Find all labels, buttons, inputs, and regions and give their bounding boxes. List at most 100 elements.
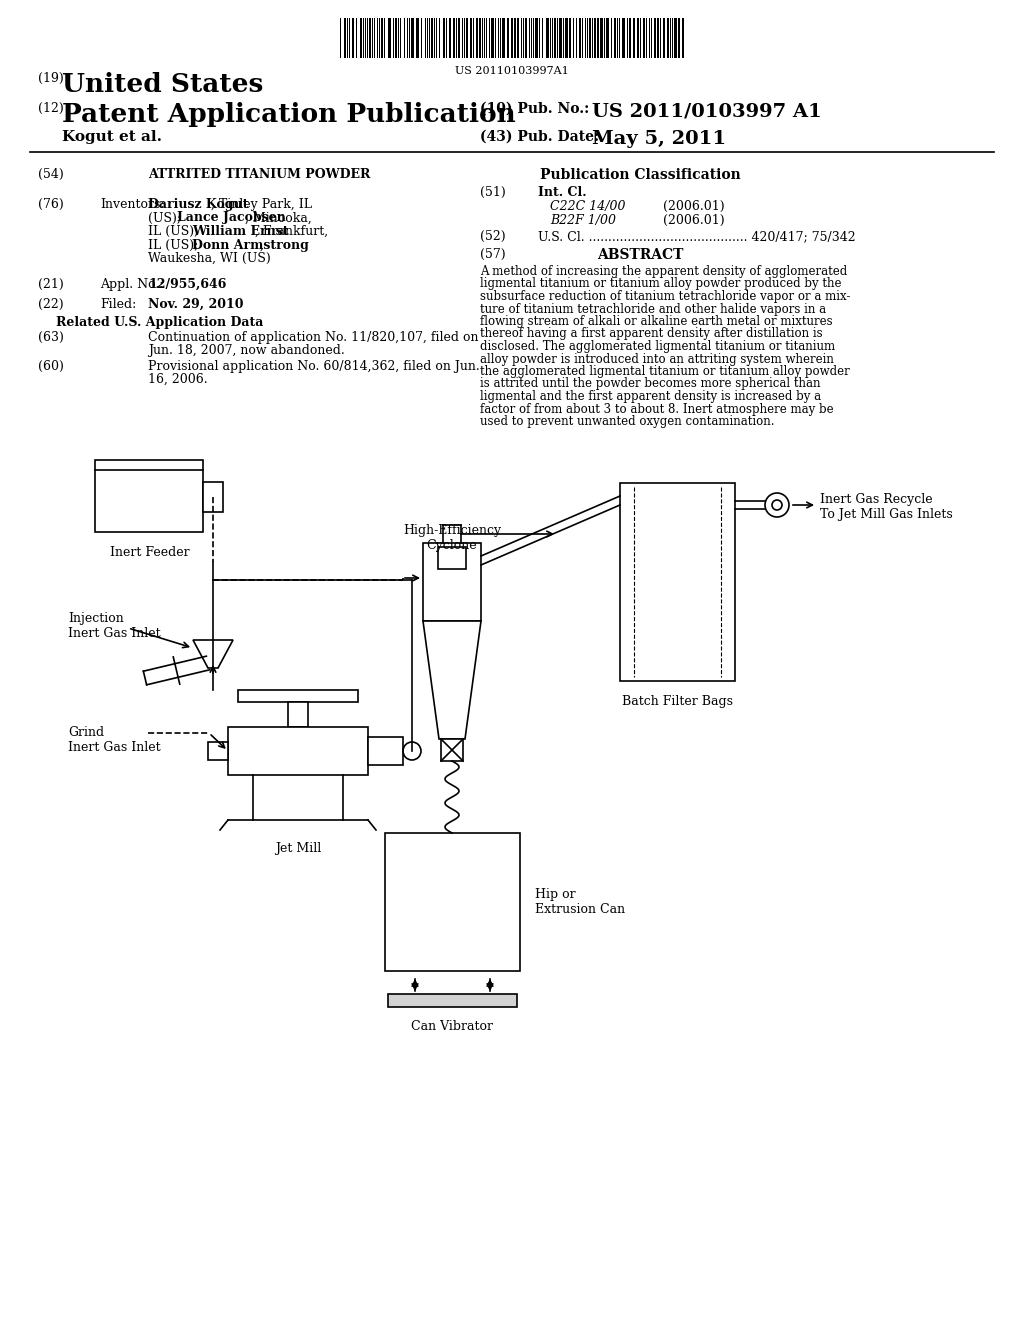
Text: factor of from about 3 to about 8. Inert atmosphere may be: factor of from about 3 to about 8. Inert…: [480, 403, 834, 416]
Bar: [663, 18, 665, 58]
Text: Filed:: Filed:: [100, 298, 136, 312]
Bar: [288, 702, 308, 727]
Bar: [633, 18, 635, 58]
Bar: [388, 18, 391, 58]
Bar: [369, 18, 371, 58]
Bar: [643, 18, 645, 58]
Bar: [344, 18, 346, 58]
Bar: [657, 18, 659, 58]
Bar: [559, 18, 562, 58]
Polygon shape: [193, 640, 233, 668]
Bar: [438, 546, 466, 569]
Text: (60): (60): [38, 360, 63, 374]
Text: Donn Armstrong: Donn Armstrong: [191, 239, 308, 252]
Bar: [228, 727, 368, 775]
Bar: [511, 18, 513, 58]
Bar: [525, 18, 527, 58]
Bar: [569, 18, 571, 58]
Bar: [490, 18, 494, 58]
Text: is attrited until the powder becomes more spherical than: is attrited until the powder becomes mor…: [480, 378, 820, 391]
Text: Lance Jacobsen: Lance Jacobsen: [177, 211, 286, 224]
Bar: [238, 690, 358, 702]
Text: May 5, 2011: May 5, 2011: [592, 129, 726, 148]
Text: (51): (51): [480, 186, 506, 199]
Bar: [388, 994, 517, 1007]
Bar: [629, 18, 631, 58]
Bar: [554, 18, 556, 58]
Bar: [368, 737, 403, 766]
Bar: [411, 18, 414, 58]
Bar: [203, 482, 223, 512]
Text: , Frankfurt,: , Frankfurt,: [255, 224, 328, 238]
Text: Int. Cl.: Int. Cl.: [538, 186, 587, 199]
Bar: [208, 742, 228, 760]
Text: (21): (21): [38, 279, 63, 290]
Text: (57): (57): [480, 248, 506, 261]
Text: United States: United States: [62, 73, 263, 96]
Text: ture of titanium tetrachloride and other halide vapors in a: ture of titanium tetrachloride and other…: [480, 302, 826, 315]
Text: Related U.S. Application Data: Related U.S. Application Data: [56, 315, 264, 329]
Bar: [466, 18, 468, 58]
Bar: [507, 18, 509, 58]
Bar: [579, 18, 581, 58]
Bar: [458, 18, 460, 58]
Text: Publication Classification: Publication Classification: [540, 168, 740, 182]
Bar: [589, 18, 591, 58]
Bar: [600, 18, 603, 58]
Bar: [502, 18, 505, 58]
Bar: [360, 18, 362, 58]
Text: Hip or
Extrusion Can: Hip or Extrusion Can: [535, 888, 625, 916]
Text: alloy powder is introduced into an attriting system wherein: alloy powder is introduced into an attri…: [480, 352, 834, 366]
Bar: [620, 483, 735, 681]
Text: IL (US);: IL (US);: [148, 224, 203, 238]
Text: Kogut et al.: Kogut et al.: [62, 129, 162, 144]
Text: ABSTRACT: ABSTRACT: [597, 248, 683, 261]
Bar: [470, 18, 472, 58]
Text: (2006.01): (2006.01): [663, 214, 725, 227]
Bar: [443, 18, 445, 58]
Text: the agglomerated ligmental titanium or titanium alloy powder: the agglomerated ligmental titanium or t…: [480, 366, 850, 378]
Text: (52): (52): [480, 230, 506, 243]
Bar: [546, 18, 549, 58]
Bar: [476, 18, 478, 58]
Text: US 20110103997A1: US 20110103997A1: [455, 66, 569, 77]
Bar: [678, 18, 680, 58]
Text: Continuation of application No. 11/820,107, filed on: Continuation of application No. 11/820,1…: [148, 331, 478, 345]
Text: Jun. 18, 2007, now abandoned.: Jun. 18, 2007, now abandoned.: [148, 345, 345, 356]
Text: Waukesha, WI (US): Waukesha, WI (US): [148, 252, 270, 265]
Text: Inventors:: Inventors:: [100, 198, 165, 211]
Text: ligmental titanium or titanium alloy powder produced by the: ligmental titanium or titanium alloy pow…: [480, 277, 842, 290]
Text: 16, 2006.: 16, 2006.: [148, 374, 208, 385]
Bar: [449, 18, 451, 58]
Bar: [667, 18, 669, 58]
Text: (12): (12): [38, 102, 63, 115]
Text: , Minooka,: , Minooka,: [245, 211, 311, 224]
Text: (22): (22): [38, 298, 63, 312]
Bar: [517, 18, 519, 58]
Text: subsurface reduction of titanium tetrachloride vapor or a mix-: subsurface reduction of titanium tetrach…: [480, 290, 850, 304]
Text: C22C 14/00: C22C 14/00: [550, 201, 626, 213]
Bar: [479, 18, 481, 58]
Text: Provisional application No. 60/814,362, filed on Jun.: Provisional application No. 60/814,362, …: [148, 360, 480, 374]
Text: (63): (63): [38, 331, 63, 345]
Bar: [565, 18, 568, 58]
Text: A method of increasing the apparent density of agglomerated: A method of increasing the apparent dens…: [480, 265, 847, 279]
Polygon shape: [423, 620, 481, 739]
Text: William Ernst: William Ernst: [191, 224, 288, 238]
Bar: [606, 18, 609, 58]
Text: ATTRITED TITANIUM POWDER: ATTRITED TITANIUM POWDER: [148, 168, 371, 181]
Text: Inert Gas Recycle
To Jet Mill Gas Inlets: Inert Gas Recycle To Jet Mill Gas Inlets: [820, 492, 952, 521]
Bar: [352, 18, 354, 58]
Bar: [594, 18, 596, 58]
Text: B22F 1/00: B22F 1/00: [550, 214, 616, 227]
Bar: [381, 18, 383, 58]
Bar: [95, 459, 203, 532]
Text: (19): (19): [38, 73, 63, 84]
Bar: [682, 18, 684, 58]
Text: U.S. Cl. ......................................... 420/417; 75/342: U.S. Cl. ...............................…: [538, 230, 856, 243]
Text: disclosed. The agglomerated ligmental titanium or titanium: disclosed. The agglomerated ligmental ti…: [480, 341, 836, 352]
Text: Grind
Inert Gas Inlet: Grind Inert Gas Inlet: [68, 726, 161, 754]
Text: ligmental and the first apparent density is increased by a: ligmental and the first apparent density…: [480, 389, 821, 403]
Text: Inert Feeder: Inert Feeder: [111, 546, 189, 558]
Text: Batch Filter Bags: Batch Filter Bags: [622, 696, 732, 708]
